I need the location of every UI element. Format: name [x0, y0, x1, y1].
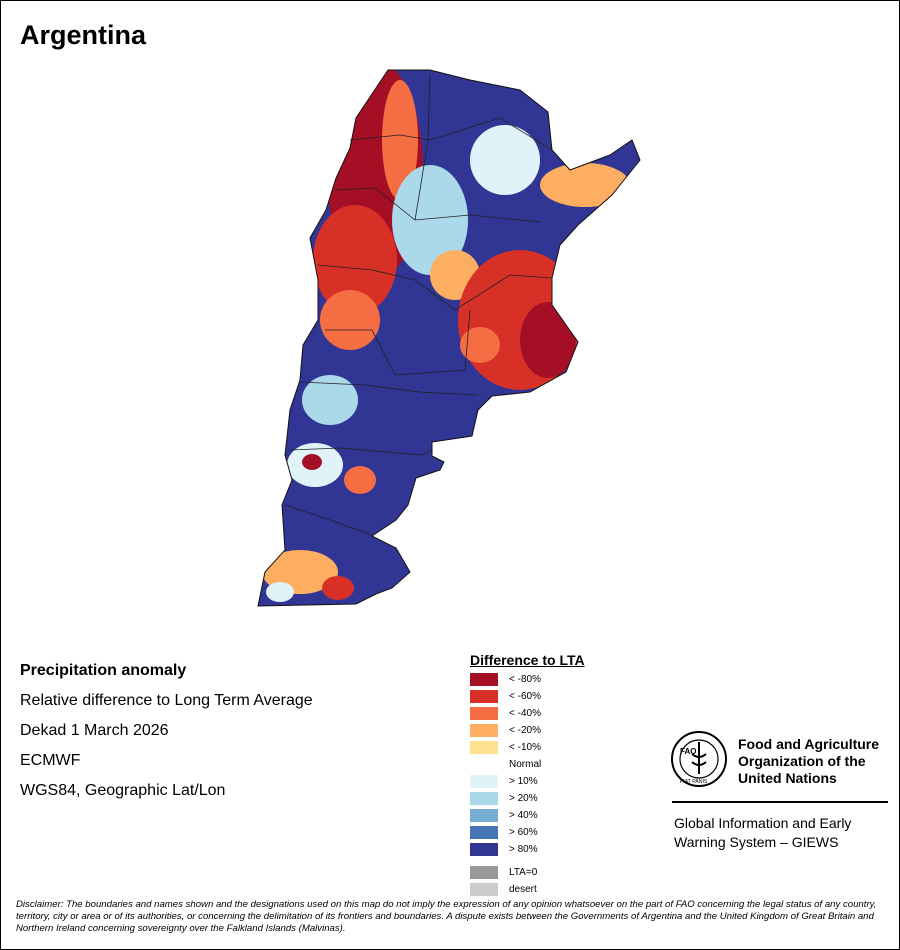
legend-label: > 10% [509, 776, 538, 787]
map-title: Argentina [20, 20, 147, 50]
anomaly-raster [258, 70, 640, 606]
legend-swatch [470, 792, 498, 805]
legend-swatch [470, 724, 498, 737]
legend-label: < -40% [509, 708, 541, 719]
legend-label: > 80% [509, 844, 538, 855]
legend-swatch [470, 707, 498, 720]
fao-name: Food and Agriculture Organization of the… [738, 736, 879, 787]
info-line-2: Dekad 1 March 2026 [20, 722, 169, 739]
legend-label: > 60% [509, 827, 538, 838]
legend-label: LTA=0 [509, 867, 538, 878]
legend-item: < -20% [470, 723, 610, 740]
legend-item: LTA=0 [470, 865, 610, 882]
legend-item: > 10% [470, 774, 610, 791]
legend-title: Difference to LTA [470, 652, 585, 668]
legend-item: > 20% [470, 791, 610, 808]
map-info: Precipitation anomaly Relative differenc… [20, 656, 313, 806]
fao-logo: FAO FIAT PANIS [671, 731, 727, 787]
legend: Difference to LTA < -80% < -60% < -40% <… [470, 652, 610, 899]
info-line-4: WGS84, Geographic Lat/Lon [20, 782, 226, 799]
giews-name: Global Information and Early Warning Sys… [674, 814, 851, 852]
legend-item: > 80% [470, 842, 610, 859]
legend-label: < -60% [509, 691, 541, 702]
argentina-anomaly-map [257, 69, 641, 607]
giews-line-1: Global Information and Early [674, 815, 852, 831]
fao-name-line-2: Organization of the [738, 753, 866, 769]
legend-item: < -60% [470, 689, 610, 706]
legend-label: Normal [509, 759, 542, 770]
legend-item: < -40% [470, 706, 610, 723]
legend-item: > 40% [470, 808, 610, 825]
legend-swatch [470, 690, 498, 703]
fao-logo-letters: FAO [680, 747, 696, 756]
legend-item: desert [470, 882, 610, 899]
disclaimer: Disclaimer: The boundaries and names sho… [16, 899, 877, 934]
legend-swatch [470, 843, 498, 856]
legend-label: desert [509, 884, 537, 895]
legend-label: < -20% [509, 725, 541, 736]
legend-swatch [470, 673, 498, 686]
giews-line-2: Warning System – GIEWS [674, 834, 839, 850]
legend-item: < -80% [470, 672, 610, 689]
legend-label: < -10% [509, 742, 541, 753]
legend-swatch [470, 775, 498, 788]
info-heading: Precipitation anomaly [20, 662, 187, 679]
legend-item: > 60% [470, 825, 610, 842]
legend-swatch [470, 741, 498, 754]
legend-item: < -10% [470, 740, 610, 757]
province-boundaries [284, 74, 553, 536]
fao-name-line-1: Food and Agriculture [738, 736, 880, 752]
legend-label: > 20% [509, 793, 538, 804]
fao-name-line-3: United Nations [738, 770, 837, 786]
legend-swatch [470, 866, 498, 879]
legend-label: < -80% [509, 674, 541, 685]
legend-swatch [470, 826, 498, 839]
legend-swatch [470, 809, 498, 822]
legend-label: > 40% [509, 810, 538, 821]
legend-item: Normal [470, 757, 610, 774]
legend-swatch [470, 883, 498, 896]
info-line-1: Relative difference to Long Term Average [20, 692, 313, 709]
fao-logo-motto: FIAT PANIS [680, 779, 708, 785]
fao-divider [672, 801, 888, 803]
info-line-3: ECMWF [20, 752, 81, 769]
